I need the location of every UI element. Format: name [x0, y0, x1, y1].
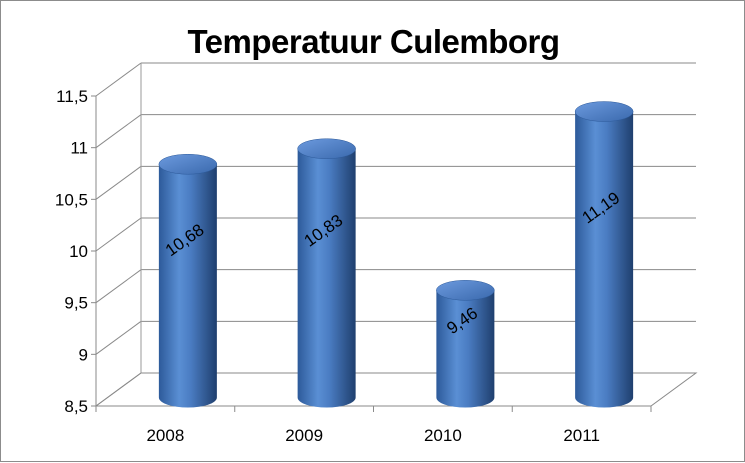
y-tick-label: 11	[70, 139, 88, 158]
bar-2008	[158, 153, 218, 408]
bar-layer	[158, 101, 634, 408]
bar-top	[574, 101, 634, 122]
bar-top	[297, 138, 356, 159]
gridline-side-4	[95, 165, 142, 200]
x-tick-label: 2010	[424, 426, 462, 445]
gridline-side-5	[95, 114, 142, 149]
y-tick-label: 10,5	[55, 190, 88, 209]
bar-body	[158, 164, 217, 408]
x-tick-label: 2008	[146, 426, 184, 445]
x-tick-label: 2011	[563, 426, 600, 445]
bar-2010	[436, 280, 495, 408]
bar-2009	[297, 138, 356, 408]
x-tick-label: 2009	[285, 426, 323, 445]
bar-body	[575, 111, 634, 408]
bar-2011	[574, 101, 634, 408]
y-tick-label: 9,5	[64, 294, 88, 313]
gridline-side-6	[95, 62, 142, 97]
y-tick-label: 8,5	[64, 397, 88, 416]
bar-top	[158, 153, 218, 175]
y-tick-label: 10	[69, 242, 88, 261]
y-tick-label: 9	[79, 345, 88, 364]
gridline-side-1	[95, 320, 142, 355]
bar-body	[297, 148, 356, 408]
bar-top	[436, 280, 495, 301]
gridline-side-2	[95, 269, 142, 304]
gridline-side-3	[95, 217, 142, 252]
chart-title: Temperatuur Culemborg	[187, 23, 560, 60]
bar-body	[436, 290, 495, 408]
y-tick-label: 11,5	[56, 87, 88, 106]
